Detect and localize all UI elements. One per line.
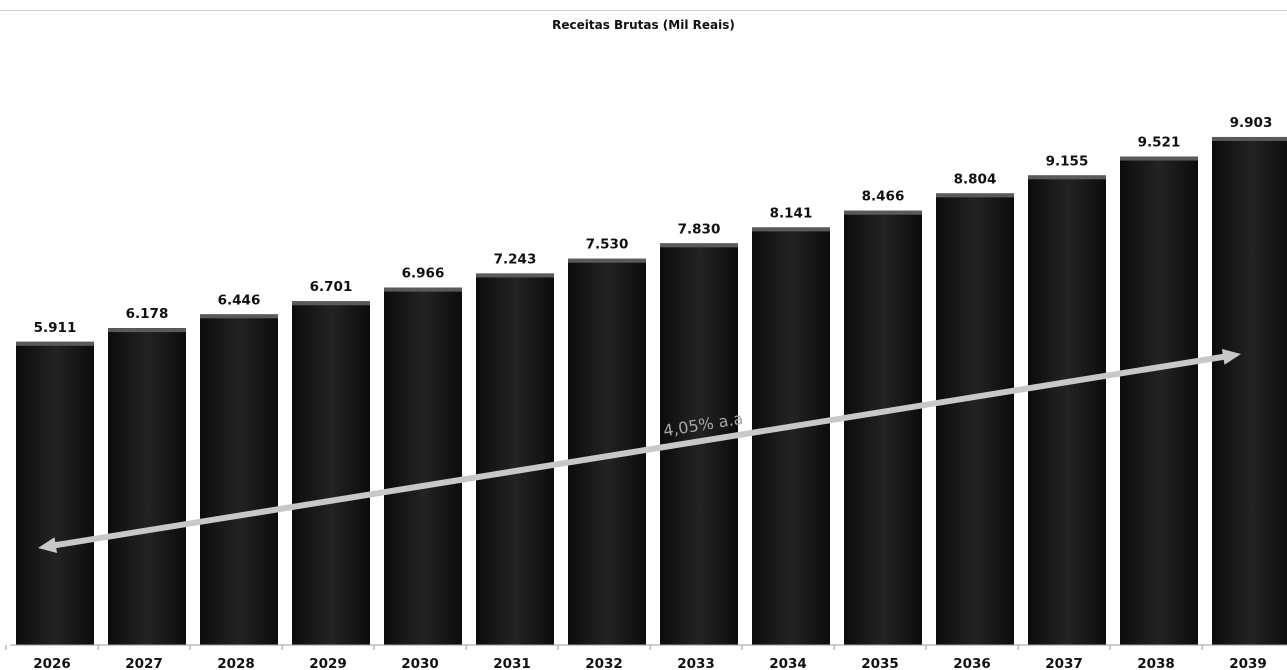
bar-value-label: 9.521 [1138, 135, 1181, 151]
cagr-arrow-shaft [51, 353, 1228, 549]
x-tick-label: 2036 [953, 656, 991, 670]
bar-value-label: 8.141 [770, 205, 813, 221]
bar [1212, 136, 1287, 645]
x-tick-label: 2033 [677, 656, 715, 670]
bar [200, 314, 278, 645]
chart-title: Receitas Brutas (Mil Reais) [552, 18, 735, 32]
bar-top-highlight [936, 193, 1014, 198]
bar [936, 193, 1014, 645]
bar-top-highlight [200, 314, 278, 319]
bar-top-highlight [660, 243, 738, 248]
bar [844, 210, 922, 645]
x-tick-label: 2030 [401, 656, 439, 670]
x-tick-label: 2037 [1045, 656, 1083, 670]
bar-value-label: 7.830 [678, 221, 721, 237]
cagr-arrow-head-right [1221, 348, 1241, 365]
bar [752, 227, 830, 645]
bar-top-highlight [476, 273, 554, 278]
x-tick-label: 2039 [1229, 656, 1267, 670]
bar-top-highlight [292, 301, 370, 306]
x-tick-label: 2027 [125, 656, 163, 670]
bar [476, 273, 554, 645]
bar-top-highlight [752, 227, 830, 232]
bar-top-highlight [16, 341, 94, 346]
bar-top-highlight [384, 287, 462, 292]
x-tick-label: 2032 [585, 656, 623, 670]
bar-top-highlight [108, 328, 186, 333]
bar [1028, 175, 1106, 645]
x-axis: 2026 2027 2028 2029 2030 2031 2032 2033 2034 2035… [5, 644, 1287, 670]
x-tick-label: 2029 [309, 656, 347, 670]
cagr-arrow-head-left [38, 537, 58, 554]
x-tick-label: 2035 [861, 656, 899, 670]
x-tick-label: 2031 [493, 656, 531, 670]
x-tick-label: 2038 [1137, 656, 1175, 670]
bar-value-label: 9.155 [1046, 153, 1089, 169]
bar-value-label: 6.178 [126, 306, 169, 322]
bar-value-label: 6.701 [310, 279, 353, 295]
bar [16, 341, 94, 645]
bar-value-label: 6.966 [402, 266, 445, 282]
bars-layer: 5.911 6.178 6.446 6.701 6.966 7.243 7.530 7.830… [16, 115, 1287, 646]
top-rule [0, 10, 1287, 11]
bar-value-label: 7.243 [494, 251, 537, 267]
bar-value-label: 6.446 [218, 292, 261, 308]
bar-value-label: 8.804 [954, 171, 997, 187]
bar [384, 287, 462, 645]
bar-top-highlight [844, 210, 922, 215]
bar-value-label: 8.466 [862, 189, 905, 205]
bar [108, 328, 186, 645]
x-tick-label: 2034 [769, 656, 807, 670]
bar [1120, 156, 1198, 645]
bar-top-highlight [1212, 136, 1287, 141]
x-tick-label: 2028 [217, 656, 255, 670]
bar-top-highlight [568, 258, 646, 263]
bar-top-highlight [1120, 156, 1198, 161]
bar-value-label: 7.530 [586, 237, 629, 253]
bar-value-label: 9.903 [1230, 115, 1273, 131]
bar [292, 301, 370, 645]
bar-top-highlight [1028, 175, 1106, 180]
bar-value-label: 5.911 [34, 320, 77, 336]
x-tick-label: 2026 [33, 656, 71, 670]
